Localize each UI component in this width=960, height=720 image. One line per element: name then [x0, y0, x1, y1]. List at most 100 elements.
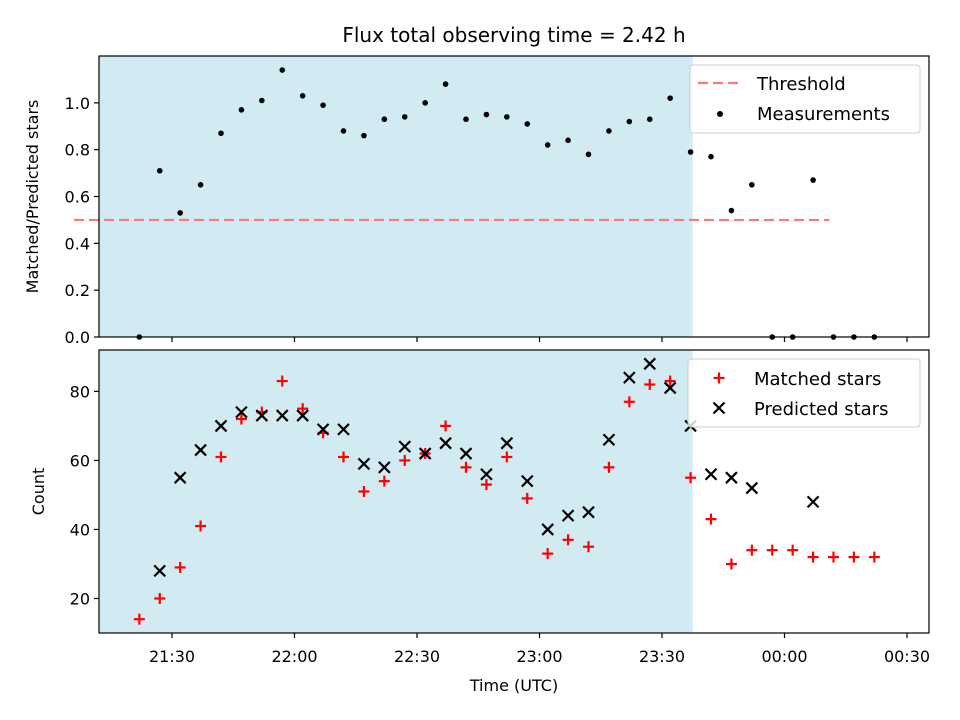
predicted-star-point — [439, 436, 452, 450]
legend-box-bottom — [687, 358, 921, 428]
matched-star-point — [501, 451, 513, 463]
matched-star-point — [480, 479, 492, 491]
predicted-star-point — [275, 409, 289, 422]
matched-star-point — [705, 513, 717, 525]
legend-matched-symbol — [713, 372, 725, 384]
predicted-star-point — [296, 409, 309, 422]
cross-stroke — [153, 564, 167, 578]
y-tick-label: 0.6 — [65, 188, 90, 207]
matched-star-point — [787, 544, 799, 556]
predicted-stars-points — [153, 357, 820, 578]
predicted-star-point — [643, 357, 657, 371]
cross-stroke — [173, 471, 187, 484]
x-tick-label: 23:00 — [516, 647, 562, 666]
cross-stroke — [704, 467, 718, 481]
matched-star-point — [828, 551, 839, 563]
cross-stroke — [378, 461, 391, 474]
cross-stroke — [275, 409, 289, 422]
measurement-point — [422, 100, 428, 106]
measurement-point — [687, 149, 694, 155]
predicted-star-point — [602, 433, 616, 447]
matched-star-point — [235, 413, 247, 425]
matched-star-point — [399, 454, 411, 466]
observing-span-shade-bottom — [98, 350, 693, 633]
y-axis-label-top: Matched/Predicted stars — [23, 100, 42, 294]
count-panel: 20 40 60 80 21:30 22:00 22:30 23:00 23:30 00:00 0… — [29, 349, 930, 695]
matched-star-point — [766, 544, 778, 556]
cross-stroke — [480, 467, 493, 481]
matched-star-point — [276, 375, 288, 387]
measurement-point — [749, 181, 755, 188]
cross-stroke — [745, 481, 759, 495]
measurement-point — [401, 114, 408, 120]
measurement-point — [320, 102, 326, 108]
measurement-point — [238, 107, 245, 113]
cross-stroke — [337, 423, 350, 436]
legend-cross-marker — [712, 401, 726, 415]
cross-stroke — [643, 357, 657, 371]
matched-star-point — [644, 379, 656, 391]
y-tick-label: 0.2 — [65, 281, 90, 300]
cross-stroke — [561, 509, 575, 522]
cross-stroke — [296, 409, 309, 422]
observing-span-shade-top — [98, 56, 693, 337]
measurement-point — [626, 118, 633, 125]
cross-stroke — [500, 436, 514, 450]
legend-top: Threshold Measurements — [689, 64, 921, 134]
x-tick-label: 22:30 — [394, 647, 440, 666]
matched-star-point — [521, 492, 533, 504]
predicted-star-point — [153, 564, 167, 578]
predicted-star-point — [541, 523, 554, 536]
legend-predicted-symbol — [712, 401, 726, 415]
measurement-point — [565, 137, 571, 144]
cross-stroke — [357, 457, 371, 471]
predicted-star-point — [214, 419, 228, 433]
y-axis-label-bottom: Count — [29, 468, 48, 516]
legend-box-top — [689, 64, 921, 134]
predicted-star-point — [663, 381, 677, 395]
predicted-star-point — [745, 481, 759, 495]
predicted-star-point — [378, 461, 391, 474]
predicted-star-point — [704, 467, 718, 481]
matched-star-point — [195, 520, 207, 532]
y-ticks-top: 0.0 0.2 0.4 0.6 0.8 1.0 — [65, 94, 99, 347]
matched-star-point — [664, 375, 676, 387]
cross-stroke — [623, 371, 636, 384]
cross-stroke — [582, 505, 595, 519]
y-ticks-bottom: 20 40 60 80 — [70, 382, 99, 608]
y-tick-label: 20 — [70, 589, 90, 608]
x-axis-label: Time (UTC) — [469, 676, 558, 695]
cross-stroke — [194, 443, 207, 457]
cross-stroke — [235, 405, 248, 419]
legend-plus-marker — [713, 372, 725, 384]
predicted-star-point — [255, 409, 269, 422]
y-tick-label: 80 — [70, 382, 90, 401]
matched-star-point — [583, 541, 594, 553]
predicted-star-point — [316, 423, 330, 436]
predicted-star-point — [480, 467, 493, 481]
matched-star-point — [378, 475, 390, 487]
measurement-point — [728, 207, 735, 214]
predicted-star-point — [520, 474, 534, 488]
cross-stroke — [806, 495, 820, 509]
predicted-star-point — [337, 423, 350, 436]
measurement-point — [606, 128, 612, 134]
predicted-star-point — [398, 440, 412, 453]
x-tick-label: 22:00 — [271, 647, 317, 666]
measurement-point — [299, 93, 306, 99]
matched-star-point — [460, 461, 472, 473]
y-tick-label: 60 — [70, 451, 90, 470]
legend-threshold-label: Threshold — [756, 74, 846, 95]
predicted-star-point — [235, 405, 248, 419]
measurement-point — [177, 210, 183, 216]
measurement-point — [463, 116, 469, 123]
ratio-panel: 0.0 0.2 0.4 0.6 0.8 1.0 Matched/Predicted sta… — [23, 55, 930, 347]
matched-star-point — [603, 461, 615, 473]
predicted-star-point — [418, 447, 432, 460]
matched-star-point — [868, 551, 880, 563]
cross-stroke — [541, 523, 554, 536]
measurement-points — [136, 67, 878, 340]
matched-star-point — [338, 451, 349, 463]
measurement-point — [156, 167, 163, 174]
